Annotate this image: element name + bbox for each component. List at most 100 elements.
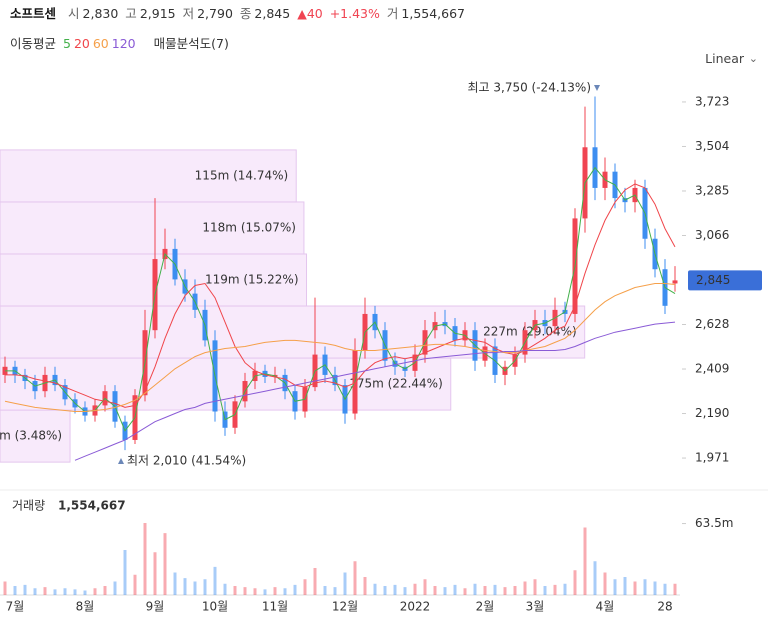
volume-bar: [163, 533, 167, 595]
volume-bar: [343, 572, 347, 595]
close-label: 종: [239, 6, 252, 21]
y-tick-label: 3,285: [695, 183, 729, 197]
profile-label: 175m (22.44%): [349, 377, 443, 391]
volume-bar: [203, 579, 207, 595]
x-tick-label: 8월: [76, 600, 95, 614]
x-tick-label: 2022: [400, 600, 431, 614]
x-tick-label: 2월: [476, 600, 495, 614]
open-value: 2,830: [82, 6, 119, 21]
volume-bar: [353, 561, 357, 595]
volume-bar: [473, 583, 477, 595]
x-tick-label: 12월: [332, 600, 358, 614]
quote-header: 소프트센 시 2,830 고 2,915 저 2,790 종 2,845 ▲40 +1.…: [10, 3, 468, 22]
volume-bar: [463, 588, 467, 595]
volume-bar: [143, 523, 147, 595]
close-value: 2,845: [254, 6, 291, 21]
volume-bar: [563, 583, 567, 595]
volume-bar: [393, 584, 397, 595]
legend-entry[interactable]: 5: [63, 36, 71, 51]
volume-bar: [573, 570, 577, 595]
volume-bar: [3, 581, 7, 595]
ma-line: [4, 283, 676, 412]
volume-tick-label: 63.5m: [695, 516, 733, 530]
volume-bar: [373, 583, 377, 595]
volume-value: 1,554,667: [401, 6, 466, 21]
profile-title[interactable]: 매물분석도(7): [153, 36, 229, 51]
x-tick-label: 11월: [262, 600, 288, 614]
volume-bar: [323, 586, 327, 595]
volume-bar: [183, 578, 187, 595]
change: 40: [306, 6, 323, 21]
volume-bar: [253, 588, 257, 595]
volume-bar: [313, 568, 317, 595]
volume-bar: [643, 579, 647, 595]
legend-entry[interactable]: 20: [73, 36, 90, 51]
volume-bar: [93, 588, 97, 595]
volume-bar: [123, 550, 127, 595]
last-price-tag: [688, 270, 762, 291]
volume-bar: [233, 586, 237, 595]
volume-bar: [433, 586, 437, 595]
y-tick-label: 2,409: [695, 362, 729, 376]
volume-bar: [403, 587, 407, 595]
volume-bar: [73, 589, 77, 595]
profile-label: 115m (14.74%): [195, 168, 289, 182]
legend-items: 5 20 60 120: [63, 36, 139, 51]
volume-bar: [383, 586, 387, 595]
profile-label: 227m (29.04%): [483, 325, 577, 339]
volume-bar: [23, 584, 27, 595]
volume-bar: [593, 561, 597, 595]
change-pct: +1.43%: [329, 6, 380, 21]
chevron[interactable]: ⌄: [748, 52, 758, 65]
ma-legend-title: 이동평균: [10, 36, 57, 51]
volume-bar: [543, 586, 547, 595]
x-tick-label: 3월: [526, 600, 545, 614]
volume-bar: [283, 588, 287, 595]
volume-bar: [503, 587, 507, 595]
ma-line: [5, 183, 676, 408]
volume-bar: [633, 581, 637, 595]
legend-entry[interactable]: 120: [111, 36, 136, 51]
volume-bar: [103, 586, 107, 595]
volume-bar: [453, 584, 457, 595]
volume-bar: [153, 552, 157, 595]
last-price-label: 2,845: [696, 273, 730, 287]
volume-bar: [663, 583, 667, 595]
volume-bar: [213, 566, 217, 595]
volume-bar: [533, 579, 537, 595]
volume-bar: [173, 572, 177, 595]
volume-title: 거래량: [12, 499, 45, 513]
x-tick-label: 4월: [596, 600, 615, 614]
indicator-legend: 이동평균 5 20 60 120 매물분석도(7): [10, 33, 232, 52]
volume-bar: [493, 584, 497, 595]
volume-bar: [113, 581, 117, 595]
volume-bar: [293, 584, 297, 595]
ma-line: [5, 166, 676, 432]
volume-bar: [443, 587, 447, 595]
volume-bar: [13, 586, 17, 595]
volume-bar: [363, 577, 367, 595]
volume-bar: [83, 590, 87, 595]
x-tick-label: 28: [657, 600, 672, 614]
volume-bar: [523, 581, 527, 595]
legend-entry[interactable]: 60: [92, 36, 109, 51]
ma-line: [74, 321, 676, 461]
scale-selector[interactable]: Linear: [705, 51, 744, 66]
volume-bar: [333, 587, 337, 595]
volume-bar: [423, 579, 427, 595]
volume-bar: [223, 583, 227, 595]
volume-bar: [553, 584, 557, 595]
change-arrow: ▲: [297, 6, 307, 21]
low-annotation: 최저 2,010 (41.54%): [127, 454, 246, 468]
y-tick-label: 3,066: [695, 228, 729, 242]
low-value: 2,790: [197, 6, 233, 21]
volume-bar: [63, 588, 67, 595]
high-marker: [594, 85, 600, 91]
y-tick-label: 1,971: [695, 451, 729, 465]
volume-bar: [513, 586, 517, 595]
volume-label: 거: [386, 6, 399, 21]
high-value: 2,915: [139, 6, 176, 21]
